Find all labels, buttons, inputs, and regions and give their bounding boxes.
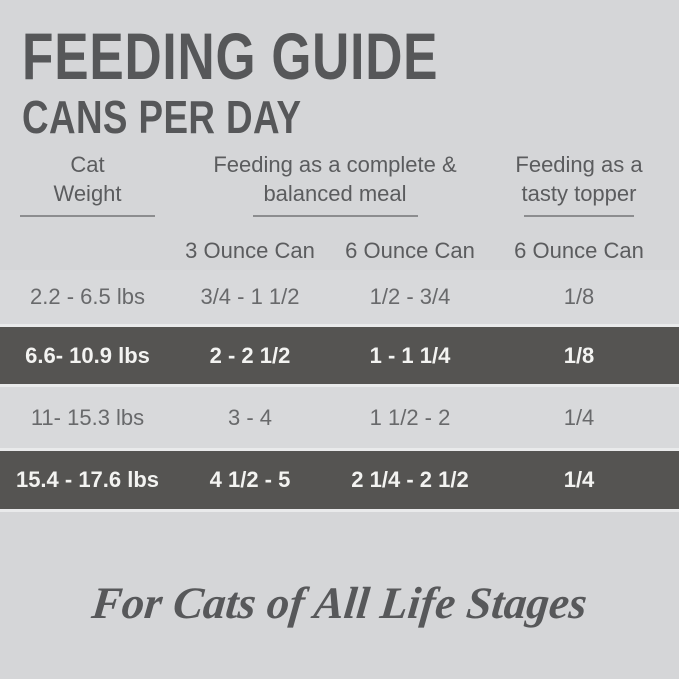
page-title: FEEDING GUIDE [22,19,439,93]
cell-complete-3oz: 3/4 - 1 1/2 [200,284,300,309]
header-line: Weight [53,181,122,206]
header-line: balanced meal [263,181,407,206]
table-subheader-row: 3 Ounce Can 6 Ounce Can 6 Ounce Can [0,238,679,264]
header-line: Feeding as a [515,152,643,177]
cell-complete-3oz: 2 - 2 1/2 [209,342,291,368]
cell-weight: 15.4 - 17.6 lbs [15,467,160,492]
column-header-complete-meal: Feeding as a complete & balanced meal [175,150,495,217]
column-header-tasty-topper: Feeding as a tasty topper [495,150,679,217]
cell-complete-6oz: 1/2 - 3/4 [369,284,451,309]
tagline: For Cats of All Life Stages [89,578,590,628]
table-row: 15.4 - 17.6 lbs 4 1/2 - 5 2 1/4 - 2 1/2 … [0,448,679,512]
cell-weight: 11- 15.3 lbs [30,404,145,430]
cell-topper-6oz: 1/4 [563,467,595,492]
header-underline [20,215,155,217]
subheader-empty [0,238,175,264]
cell-topper-6oz: 1/8 [563,342,595,368]
subheader-6oz-can: 6 Ounce Can [345,238,475,263]
cell-topper-6oz: 1/8 [563,284,595,309]
cell-complete-3oz: 3 - 4 [227,404,273,430]
cell-complete-6oz: 1 1/2 - 2 [369,404,451,430]
table-header-row: Cat Weight Feeding as a complete & balan… [0,150,679,217]
header-line: tasty topper [521,181,637,206]
column-header-cat-weight: Cat Weight [0,150,175,217]
table-row: 2.2 - 6.5 lbs 3/4 - 1 1/2 1/2 - 3/4 1/8 [0,270,679,324]
header-line: Cat [70,152,105,177]
cell-complete-6oz: 2 1/4 - 2 1/2 [351,467,469,492]
page-subtitle: CANS PER DAY [22,91,302,143]
subheader-3oz-can: 3 Ounce Can [185,238,315,263]
cell-complete-3oz: 4 1/2 - 5 [209,467,291,492]
header-underline [524,215,634,217]
cell-topper-6oz: 1/4 [563,404,595,430]
table-row: 11- 15.3 lbs 3 - 4 1 1/2 - 2 1/4 [0,387,679,448]
cell-weight: 2.2 - 6.5 lbs [30,284,145,309]
cell-complete-6oz: 1 - 1 1/4 [369,342,451,368]
header-underline [252,215,418,217]
subheader-topper-6oz-can: 6 Ounce Can [514,238,644,263]
header-line: Feeding as a complete & [213,152,457,177]
table-row: 6.6- 10.9 lbs 2 - 2 1/2 1 - 1 1/4 1/8 [0,324,679,387]
cell-weight: 6.6- 10.9 lbs [25,342,150,368]
